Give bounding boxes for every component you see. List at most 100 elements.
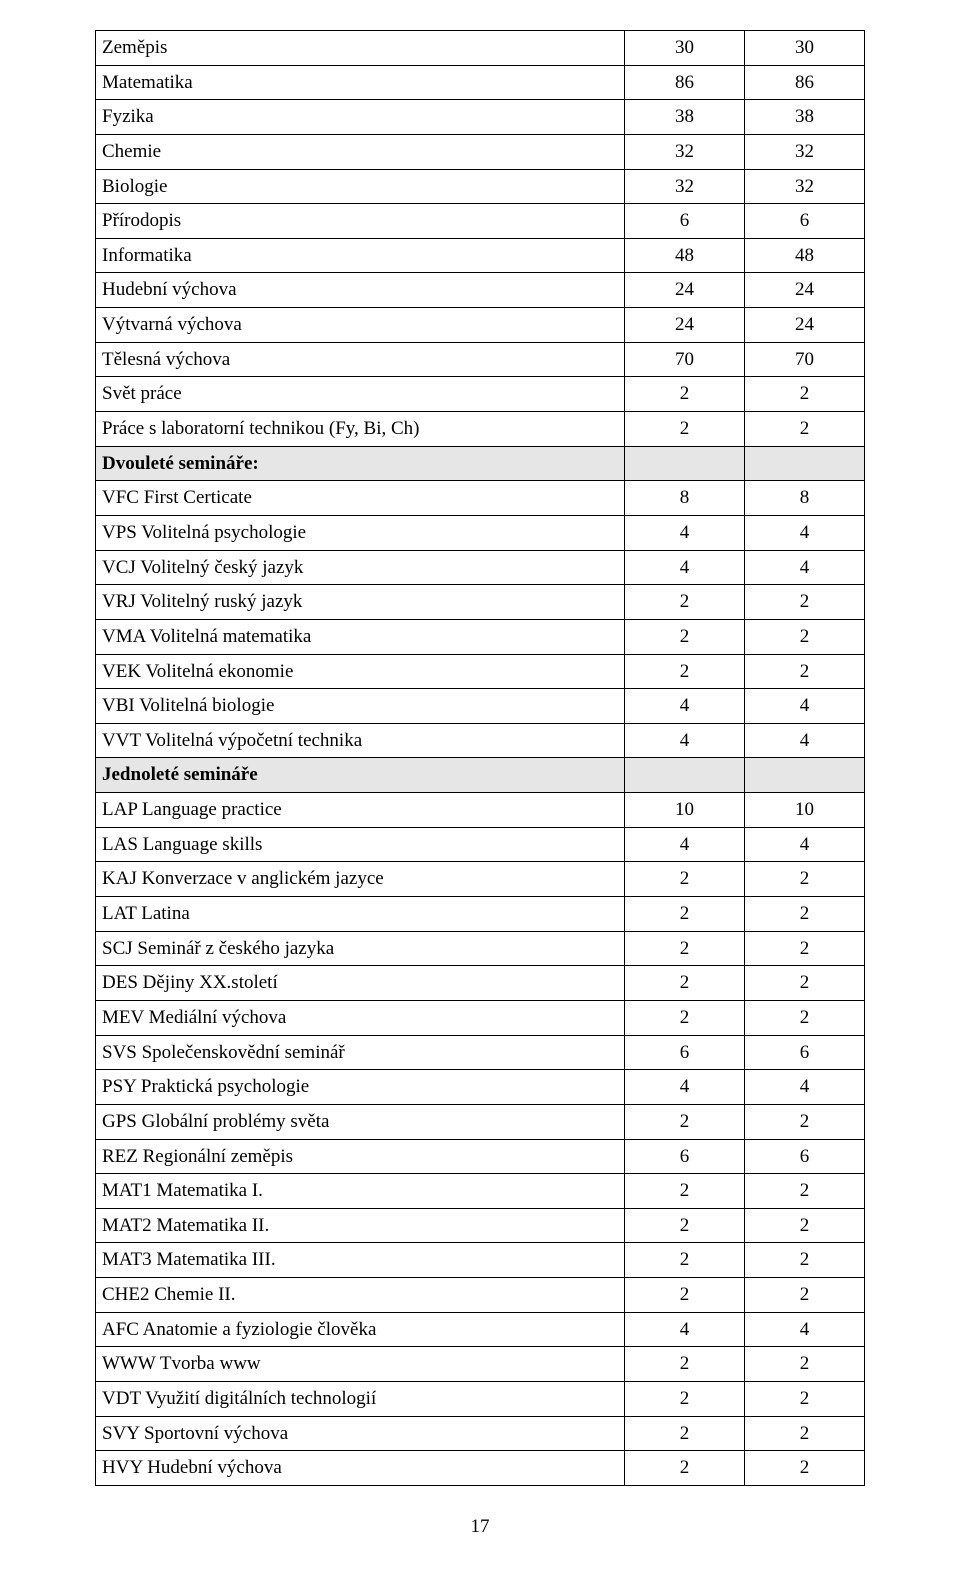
row-label: VPS Volitelná psychologie bbox=[96, 515, 625, 550]
row-value-2: 2 bbox=[745, 966, 865, 1001]
row-value-1: 2 bbox=[625, 1104, 745, 1139]
row-label: WWW Tvorba www bbox=[96, 1347, 625, 1382]
table-row: KAJ Konverzace v anglickém jazyce22 bbox=[96, 862, 865, 897]
row-value-2: 2 bbox=[745, 1000, 865, 1035]
row-value-1: 2 bbox=[625, 412, 745, 447]
row-value-1: 2 bbox=[625, 1243, 745, 1278]
table-row: Přírodopis66 bbox=[96, 204, 865, 239]
row-value-2: 2 bbox=[745, 1347, 865, 1382]
row-label: Jednoleté semináře bbox=[96, 758, 625, 793]
row-label: LAS Language skills bbox=[96, 827, 625, 862]
row-value-2: 2 bbox=[745, 1278, 865, 1313]
row-value-1: 2 bbox=[625, 654, 745, 689]
row-value-2: 32 bbox=[745, 169, 865, 204]
row-value-2: 4 bbox=[745, 1312, 865, 1347]
row-value-2 bbox=[745, 446, 865, 481]
row-value-2: 38 bbox=[745, 100, 865, 135]
row-label: Biologie bbox=[96, 169, 625, 204]
row-label: MEV Mediální výchova bbox=[96, 1000, 625, 1035]
row-value-1: 70 bbox=[625, 342, 745, 377]
table-row: WWW Tvorba www22 bbox=[96, 1347, 865, 1382]
row-label: REZ Regionální zeměpis bbox=[96, 1139, 625, 1174]
table-row: Tělesná výchova7070 bbox=[96, 342, 865, 377]
row-label: VDT Využití digitálních technologií bbox=[96, 1381, 625, 1416]
table-row: VVT Volitelná výpočetní technika44 bbox=[96, 723, 865, 758]
row-value-1: 2 bbox=[625, 1416, 745, 1451]
row-value-2: 2 bbox=[745, 862, 865, 897]
row-label: VCJ Volitelný český jazyk bbox=[96, 550, 625, 585]
table-row: VPS Volitelná psychologie44 bbox=[96, 515, 865, 550]
row-value-1: 4 bbox=[625, 515, 745, 550]
row-label: AFC Anatomie a fyziologie člověka bbox=[96, 1312, 625, 1347]
row-label: VBI Volitelná biologie bbox=[96, 689, 625, 724]
row-value-1: 24 bbox=[625, 308, 745, 343]
row-label: SCJ Seminář z českého jazyka bbox=[96, 931, 625, 966]
row-value-1: 2 bbox=[625, 862, 745, 897]
row-value-1: 6 bbox=[625, 1139, 745, 1174]
row-label: Fyzika bbox=[96, 100, 625, 135]
table-row: Hudební výchova2424 bbox=[96, 273, 865, 308]
row-value-1: 4 bbox=[625, 723, 745, 758]
table-row: Zeměpis3030 bbox=[96, 31, 865, 66]
row-value-1: 2 bbox=[625, 966, 745, 1001]
table-row: GPS Globální problémy světa22 bbox=[96, 1104, 865, 1139]
row-label: Chemie bbox=[96, 134, 625, 169]
row-value-2 bbox=[745, 758, 865, 793]
row-label: PSY Praktická psychologie bbox=[96, 1070, 625, 1105]
row-label: DES Dějiny XX.století bbox=[96, 966, 625, 1001]
table-row: DES Dějiny XX.století22 bbox=[96, 966, 865, 1001]
row-value-1: 2 bbox=[625, 1451, 745, 1486]
row-label: Tělesná výchova bbox=[96, 342, 625, 377]
row-value-2: 4 bbox=[745, 827, 865, 862]
row-value-2: 4 bbox=[745, 723, 865, 758]
table-row: HVY Hudební výchova22 bbox=[96, 1451, 865, 1486]
row-value-2: 70 bbox=[745, 342, 865, 377]
row-label: MAT2 Matematika II. bbox=[96, 1208, 625, 1243]
row-value-2: 32 bbox=[745, 134, 865, 169]
row-value-1 bbox=[625, 446, 745, 481]
row-value-2: 2 bbox=[745, 585, 865, 620]
row-label: VFC First Certicate bbox=[96, 481, 625, 516]
row-value-1: 48 bbox=[625, 238, 745, 273]
row-value-2: 86 bbox=[745, 65, 865, 100]
row-value-2: 6 bbox=[745, 204, 865, 239]
row-label: SVS Společenskovědní seminář bbox=[96, 1035, 625, 1070]
row-label: SVY Sportovní výchova bbox=[96, 1416, 625, 1451]
table-row: VMA Volitelná matematika22 bbox=[96, 619, 865, 654]
curriculum-table: Zeměpis3030Matematika8686Fyzika3838Chemi… bbox=[95, 30, 865, 1486]
row-value-2: 2 bbox=[745, 931, 865, 966]
table-row: Jednoleté semináře bbox=[96, 758, 865, 793]
row-value-2: 2 bbox=[745, 1174, 865, 1209]
row-value-1: 4 bbox=[625, 1070, 745, 1105]
table-row: CHE2 Chemie II.22 bbox=[96, 1278, 865, 1313]
row-label: Přírodopis bbox=[96, 204, 625, 239]
row-label: KAJ Konverzace v anglickém jazyce bbox=[96, 862, 625, 897]
row-value-2: 4 bbox=[745, 689, 865, 724]
row-value-1: 2 bbox=[625, 585, 745, 620]
table-row: Fyzika3838 bbox=[96, 100, 865, 135]
row-value-2: 2 bbox=[745, 897, 865, 932]
table-row: MEV Mediální výchova22 bbox=[96, 1000, 865, 1035]
row-label: GPS Globální problémy světa bbox=[96, 1104, 625, 1139]
row-value-2: 2 bbox=[745, 1208, 865, 1243]
row-label: VMA Volitelná matematika bbox=[96, 619, 625, 654]
row-label: Výtvarná výchova bbox=[96, 308, 625, 343]
row-value-2: 2 bbox=[745, 1243, 865, 1278]
row-value-1: 2 bbox=[625, 1174, 745, 1209]
row-label: CHE2 Chemie II. bbox=[96, 1278, 625, 1313]
row-label: VVT Volitelná výpočetní technika bbox=[96, 723, 625, 758]
row-value-2: 48 bbox=[745, 238, 865, 273]
table-row: REZ Regionální zeměpis66 bbox=[96, 1139, 865, 1174]
row-label: Svět práce bbox=[96, 377, 625, 412]
table-row: VEK Volitelná ekonomie22 bbox=[96, 654, 865, 689]
row-value-2: 2 bbox=[745, 412, 865, 447]
row-value-2: 2 bbox=[745, 654, 865, 689]
row-value-1: 2 bbox=[625, 897, 745, 932]
table-row: Chemie3232 bbox=[96, 134, 865, 169]
table-row: Dvouleté semináře: bbox=[96, 446, 865, 481]
table-row: LAS Language skills44 bbox=[96, 827, 865, 862]
row-label: MAT3 Matematika III. bbox=[96, 1243, 625, 1278]
table-row: LAT Latina22 bbox=[96, 897, 865, 932]
document-page: Zeměpis3030Matematika8686Fyzika3838Chemi… bbox=[0, 0, 960, 1578]
table-row: SCJ Seminář z českého jazyka22 bbox=[96, 931, 865, 966]
